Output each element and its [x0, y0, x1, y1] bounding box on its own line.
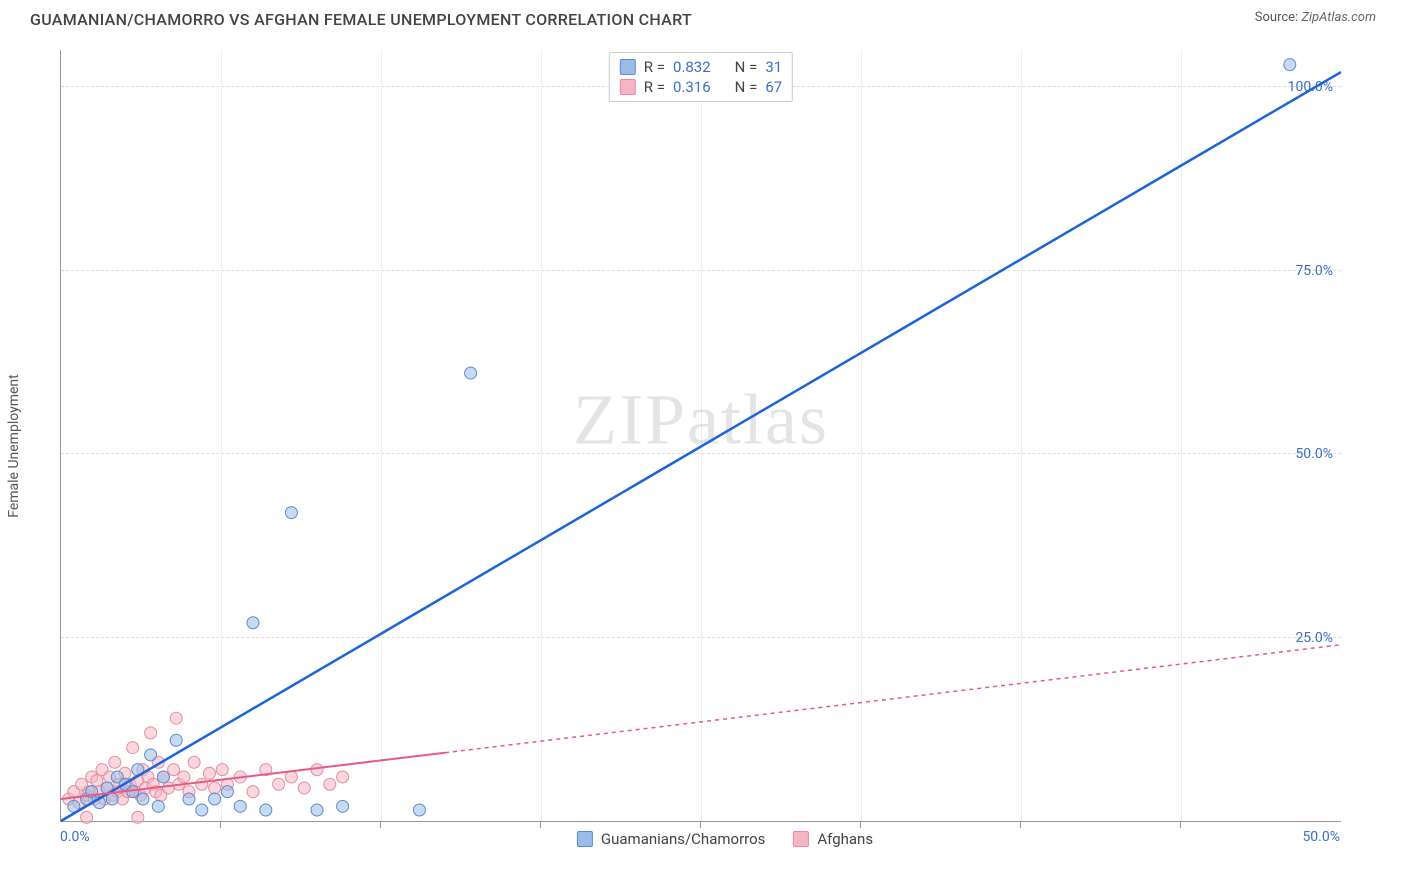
n-value-guamanian: 31: [765, 58, 782, 76]
data-point: [170, 734, 182, 746]
data-point: [152, 800, 164, 812]
data-point: [183, 793, 195, 805]
source-attribution: Source: ZipAtlas.com: [1255, 10, 1376, 25]
xtick-mark: [380, 822, 381, 828]
data-point: [196, 778, 208, 790]
data-point: [216, 764, 228, 776]
data-point: [109, 756, 121, 768]
trend-line: [61, 72, 1341, 821]
y-axis-label: Female Unemployment: [6, 374, 22, 518]
swatch-afghan-bottom: [793, 831, 809, 847]
r-value-guamanian: 0.832: [673, 58, 711, 76]
data-point: [81, 811, 93, 823]
plot-svg: [61, 50, 1341, 821]
data-point: [178, 771, 190, 783]
n-value-afghan: 67: [765, 78, 782, 96]
data-point: [221, 786, 233, 798]
data-point: [1284, 59, 1296, 71]
xtick-mark: [1180, 822, 1181, 828]
data-point: [273, 778, 285, 790]
data-point: [168, 764, 180, 776]
legend-row-afghan: R = 0.316 N = 67: [620, 77, 782, 97]
data-point: [234, 800, 246, 812]
data-point: [145, 749, 157, 761]
data-point: [298, 782, 310, 794]
legend-row-guamanian: R = 0.832 N = 31: [620, 57, 782, 77]
data-point: [247, 786, 259, 798]
data-point: [260, 804, 272, 816]
data-point: [127, 742, 139, 754]
chart-title: GUAMANIAN/CHAMORRO VS AFGHAN FEMALE UNEM…: [30, 10, 692, 29]
plot-area: ZIPatlas R = 0.832 N = 31 R = 0.316 N = …: [60, 50, 1341, 822]
xtick-label: 0.0%: [60, 829, 90, 845]
r-label: R =: [644, 58, 665, 76]
data-point: [145, 727, 157, 739]
correlation-legend: R = 0.832 N = 31 R = 0.316 N = 67: [609, 52, 793, 102]
legend-label-guamanian: Guamanians/Chamorros: [601, 830, 765, 848]
r-label: R =: [644, 78, 665, 96]
data-point: [337, 771, 349, 783]
legend-label-afghan: Afghans: [817, 830, 873, 848]
series-legend: Guamanians/Chamorros Afghans: [577, 830, 873, 848]
source-label: Source:: [1255, 10, 1298, 25]
r-value-afghan: 0.316: [673, 78, 711, 96]
data-point: [247, 617, 259, 629]
xtick-mark: [700, 822, 701, 828]
source-value: ZipAtlas.com: [1301, 10, 1376, 25]
data-point: [209, 782, 221, 794]
xtick-mark: [1020, 822, 1021, 828]
data-point: [137, 793, 149, 805]
data-point: [465, 367, 477, 379]
legend-item-afghan: Afghans: [793, 830, 873, 848]
data-point: [157, 771, 169, 783]
xtick-mark: [540, 822, 541, 828]
data-point: [209, 793, 221, 805]
data-point: [311, 804, 323, 816]
swatch-guamanian-bottom: [577, 831, 593, 847]
legend-item-guamanian: Guamanians/Chamorros: [577, 830, 765, 848]
n-label: N =: [735, 58, 758, 76]
data-point: [188, 756, 200, 768]
chart-container: ZIPatlas R = 0.832 N = 31 R = 0.316 N = …: [55, 50, 1395, 870]
swatch-guamanian: [620, 59, 636, 75]
data-point: [196, 804, 208, 816]
xtick-mark: [220, 822, 221, 828]
data-point: [324, 778, 336, 790]
data-point: [91, 775, 103, 787]
xtick-mark: [860, 822, 861, 828]
data-point: [413, 804, 425, 816]
trend-line-dashed: [445, 645, 1341, 753]
data-point: [170, 712, 182, 724]
xtick-label: 50.0%: [1302, 829, 1340, 845]
data-point: [285, 771, 297, 783]
data-point: [337, 800, 349, 812]
n-label: N =: [735, 78, 758, 96]
swatch-afghan: [620, 79, 636, 95]
data-point: [203, 767, 215, 779]
data-point: [285, 507, 297, 519]
data-point: [132, 811, 144, 823]
